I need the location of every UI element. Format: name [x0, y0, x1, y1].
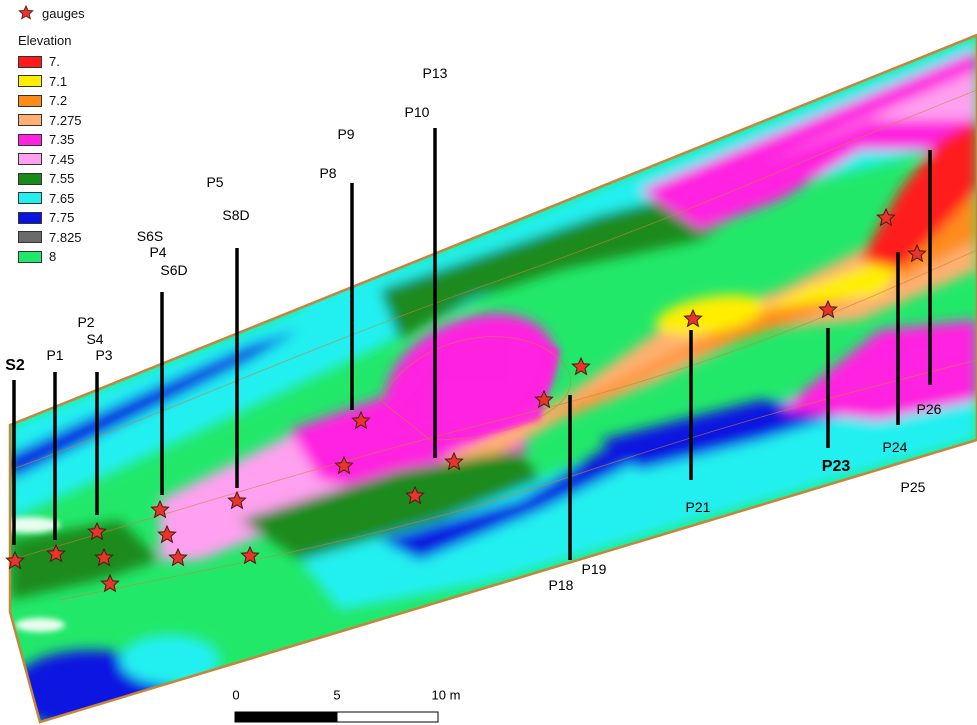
legend-class-row: 7.65: [10, 189, 85, 209]
gauge-label: S4: [86, 331, 104, 347]
scale-bar: [234, 711, 439, 723]
legend-class-label: 7.75: [49, 210, 75, 226]
legend-class-row: 8: [10, 247, 85, 267]
gauge-label: P24: [882, 439, 908, 455]
legend-swatch: [18, 192, 42, 205]
gauge-label: P1: [46, 347, 64, 363]
legend-gauges-row: gauges: [18, 4, 85, 22]
gauge-label: S6D: [160, 262, 188, 278]
legend-class-label: 7.825: [49, 229, 82, 245]
gauge-label: P10: [404, 104, 430, 120]
gauge-label: P26: [916, 401, 942, 417]
legend-classes: 7. 7.1 7.2 7.275 7.35 7.45 7.55 7.65 7.75 7.825 8: [10, 52, 85, 267]
gauge-label: P13: [422, 65, 448, 81]
legend-swatch: [18, 75, 42, 88]
gauge-label: P18: [548, 577, 574, 593]
legend-class-row: 7.825: [10, 228, 85, 248]
legend-class-row: 7.275: [10, 111, 85, 131]
map-legend: gauges Elevation 7. 7.1 7.2 7.275 7.35 7.45 7.…: [10, 4, 85, 267]
legend-gauges-label: gauges: [42, 5, 85, 21]
legend-class-row: 7.75: [10, 208, 85, 228]
gauge-label: P19: [581, 561, 607, 577]
legend-class-label: 7.45: [49, 151, 75, 167]
legend-swatch: [18, 55, 42, 68]
channel-outline: [8, 33, 977, 724]
legend-class-label: 7.1: [49, 73, 68, 89]
gauge-label: P8: [319, 165, 337, 181]
gauge-label: P3: [95, 347, 113, 363]
gauge-label: P5: [206, 174, 224, 190]
legend-class-label: 7.: [49, 54, 60, 70]
gauge-label: P9: [337, 126, 355, 142]
legend-class-label: 8: [49, 249, 57, 265]
legend-swatch: [18, 211, 42, 224]
legend-class-label: 7.55: [49, 171, 75, 187]
gauge-label: P25: [900, 479, 926, 495]
legend-swatch: [18, 133, 42, 146]
legend-swatch: [18, 114, 42, 127]
legend-class-row: 7.: [10, 52, 85, 72]
gauge-label: S8D: [222, 207, 250, 223]
legend-class-row: 7.55: [10, 169, 85, 189]
legend-class-row: 7.35: [10, 130, 85, 150]
legend-class-label: 7.35: [49, 132, 75, 148]
star-icon: [18, 5, 34, 20]
gauge-label: P4: [149, 244, 167, 260]
legend-class-label: 7.2: [49, 93, 68, 109]
legend-swatch: [18, 172, 42, 185]
legend-elevation-title: Elevation: [18, 33, 72, 48]
leader-lines: [12, 128, 932, 560]
legend-swatch: [18, 250, 42, 263]
gauge-label: S6S: [136, 228, 164, 244]
legend-swatch: [18, 94, 42, 107]
legend-class-row: 7.1: [10, 72, 85, 92]
gauge-label: P23: [821, 458, 851, 475]
legend-swatch: [18, 153, 42, 166]
legend-class-label: 7.65: [49, 190, 75, 206]
scale-tick-label: 5: [333, 687, 341, 703]
gauge-label: S2: [5, 357, 25, 374]
legend-swatch: [18, 231, 42, 244]
legend-class-row: 7.2: [10, 91, 85, 111]
scale-tick-label: 10 m: [431, 687, 461, 703]
legend-class-label: 7.275: [49, 112, 82, 128]
legend-class-row: 7.45: [10, 150, 85, 170]
gauge-label: P21: [685, 499, 711, 515]
gauge-label: P2: [77, 314, 95, 330]
scale-tick-label: 0: [232, 687, 240, 703]
